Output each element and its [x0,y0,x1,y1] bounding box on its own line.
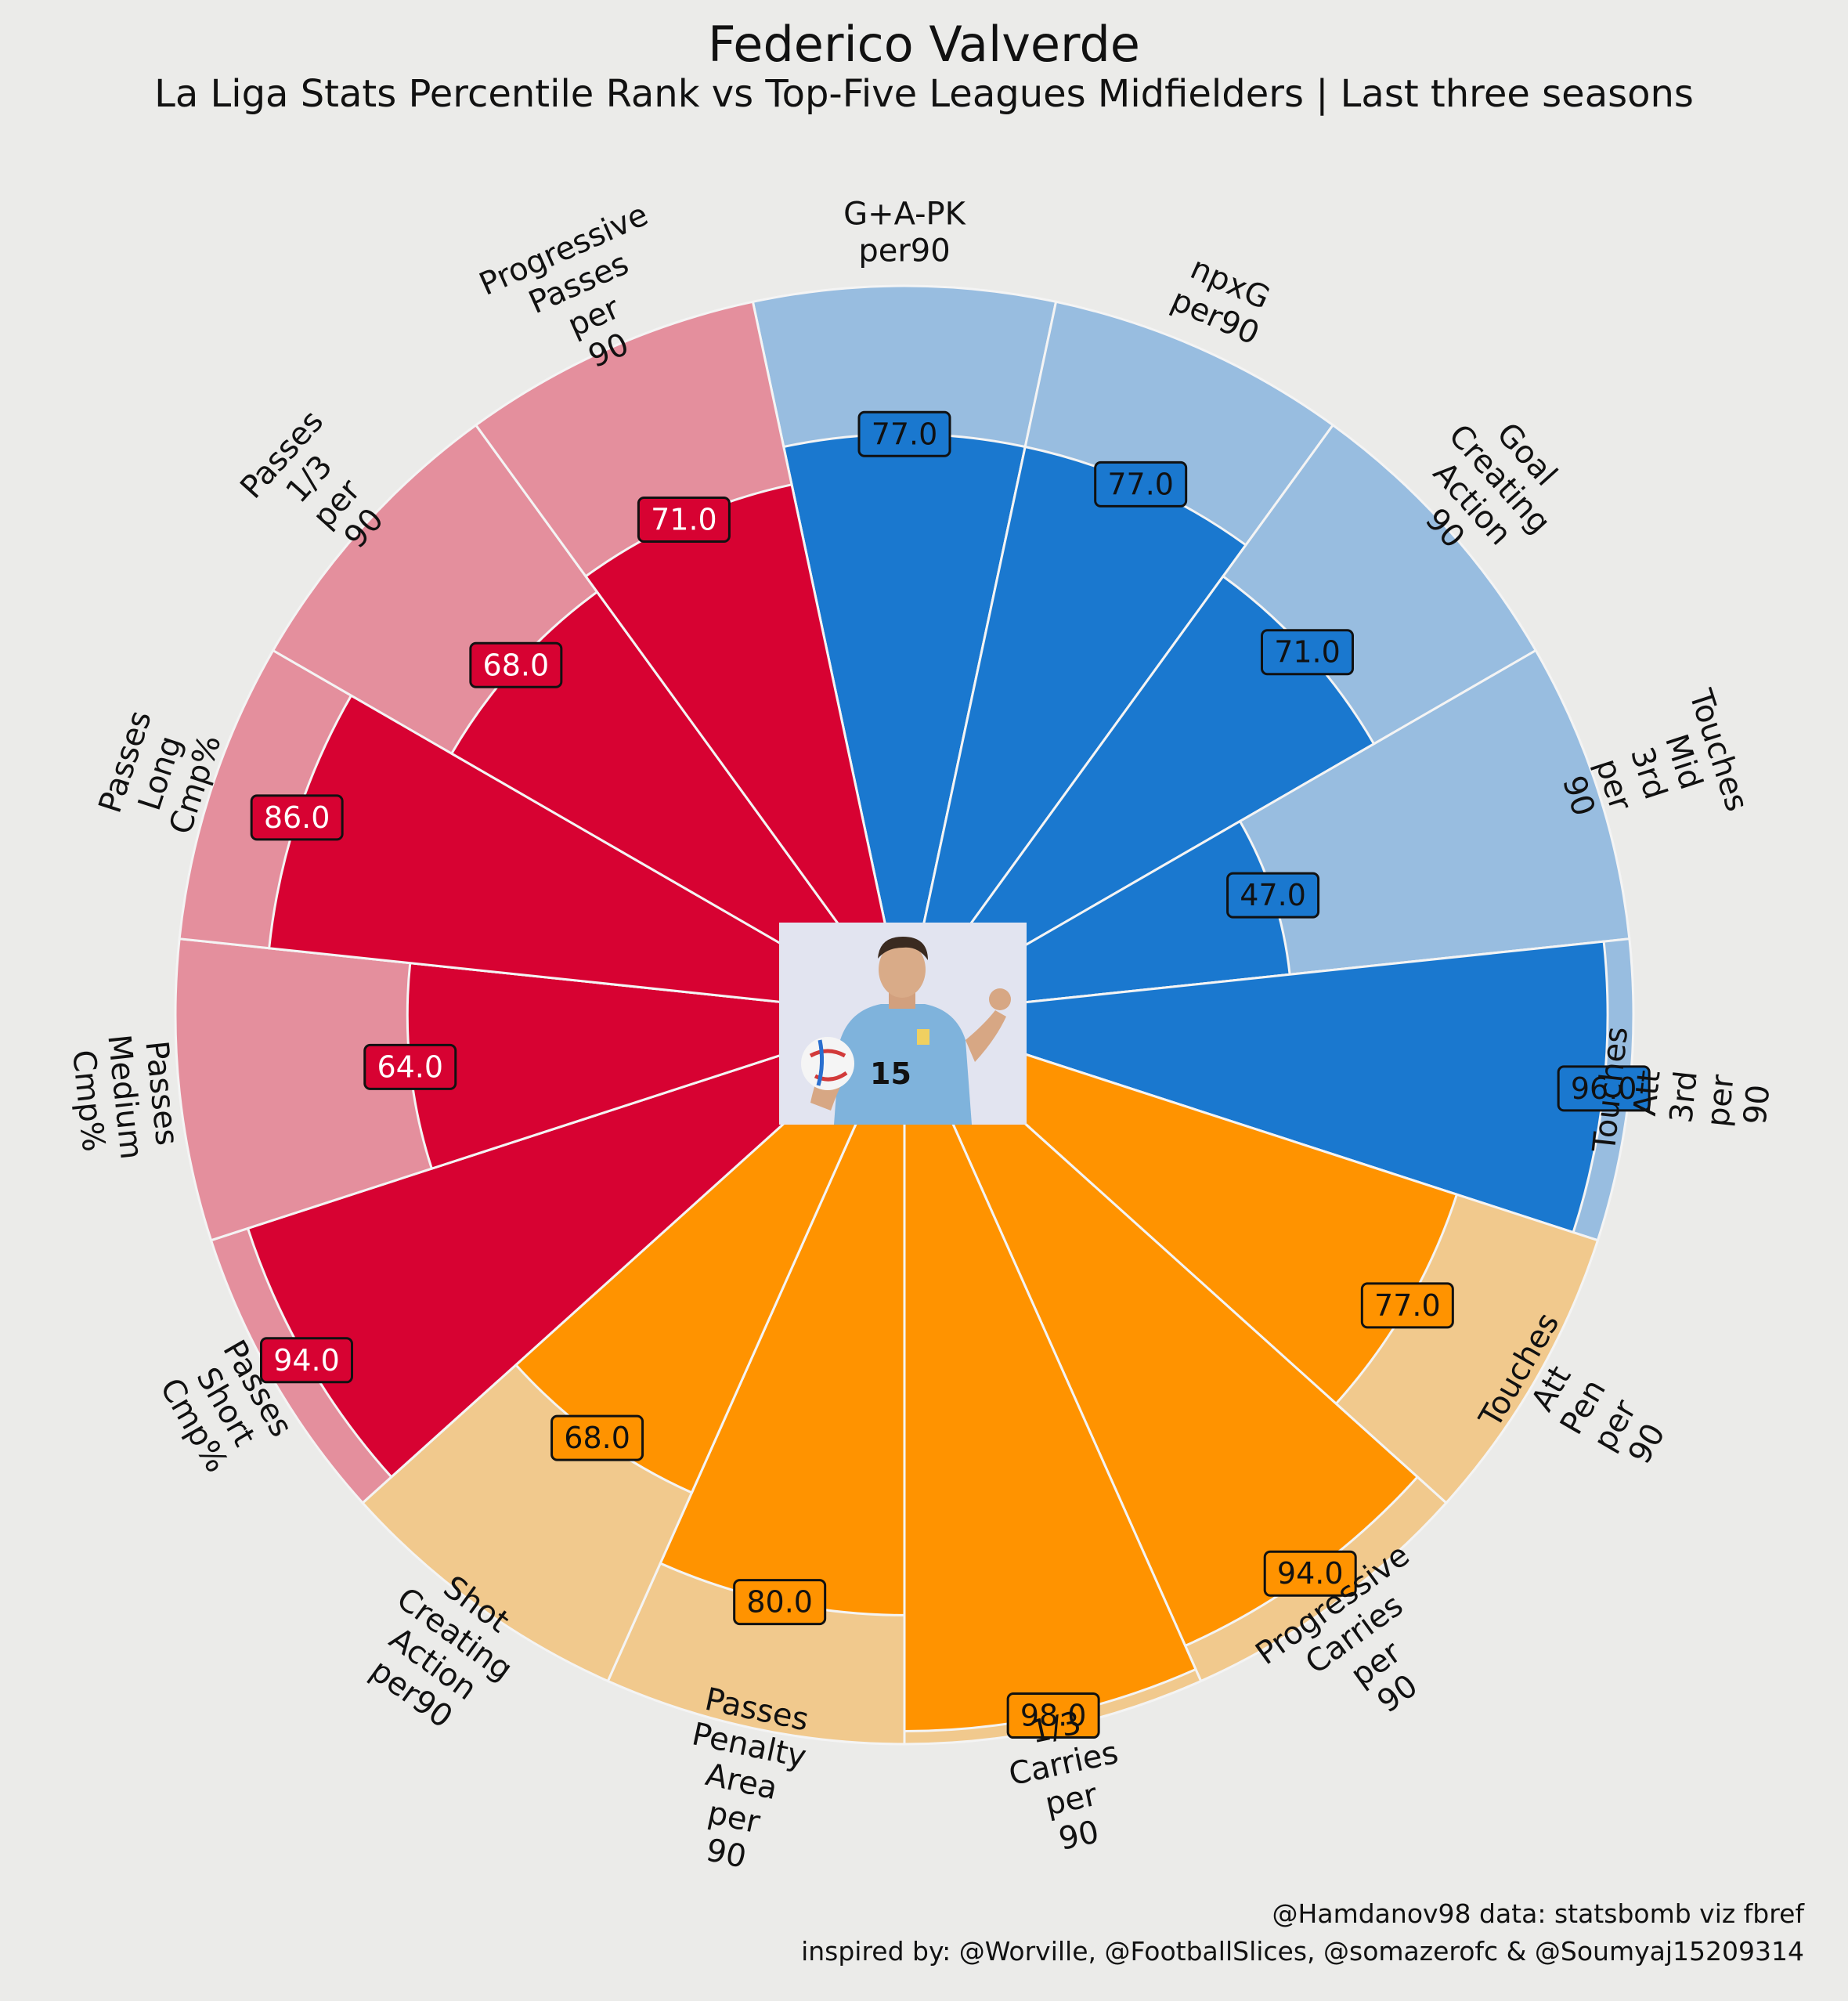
credits: @Hamdanov98 data: statsbomb viz fbref in… [801,1895,1804,1970]
svg-text:94.0: 94.0 [1277,1556,1344,1591]
value-label-9: 80.0 [733,1579,827,1626]
category-label-1: G+A-PK per90 [843,197,967,269]
value-label-13: 86.0 [250,794,344,841]
category-label-2: npxGper90 [1166,248,1280,352]
svg-text:64.0: 64.0 [377,1049,443,1084]
value-label-3: 71.0 [1261,629,1355,676]
value-label-14: 68.0 [469,641,563,688]
svg-text:68.0: 68.0 [564,1421,630,1455]
player-photo: 15 [779,923,1027,1125]
svg-text:80.0: 80.0 [746,1585,813,1620]
credits-line-2: inspired by: @Worville, @FootballSlices,… [801,1936,1804,1967]
svg-text:68.0: 68.0 [483,648,550,682]
svg-text:86.0: 86.0 [264,800,330,835]
shirt-number: 15 [870,1056,911,1091]
value-label-1: 77.0 [857,410,951,457]
svg-text:96.0: 96.0 [1571,1071,1637,1106]
value-label-10: 68.0 [550,1414,644,1461]
value-label-2: 77.0 [1094,461,1188,507]
chart-subtitle: La Liga Stats Percentile Rank vs Top-Fiv… [154,72,1694,116]
value-label-11: 94.0 [259,1337,353,1384]
svg-text:71.0: 71.0 [651,503,717,537]
value-label-5: 96.0 [1557,1065,1651,1112]
value-label-6: 77.0 [1360,1282,1454,1329]
value-label-7: 94.0 [1263,1550,1357,1597]
svg-text:77.0: 77.0 [872,417,938,451]
svg-text:77.0: 77.0 [1374,1288,1441,1323]
svg-text:98.0: 98.0 [1020,1699,1087,1733]
svg-text:47.0: 47.0 [1240,878,1306,912]
value-label-4: 47.0 [1226,872,1320,919]
category-label-12: PassesMediumCmp% [64,1029,186,1165]
svg-text:71.0: 71.0 [1274,635,1341,670]
value-label-15: 71.0 [637,497,731,544]
credits-line-1: @Hamdanov98 data: statsbomb viz fbref [1272,1898,1804,1929]
svg-text:77.0: 77.0 [1107,467,1174,501]
chart-title: Federico Valverde [708,16,1140,73]
category-label-5: TouchesAtt3rdper90 [1586,1025,1782,1170]
value-label-8: 98.0 [1006,1692,1100,1739]
value-label-12: 64.0 [363,1043,457,1090]
svg-text:94.0: 94.0 [273,1343,340,1378]
category-label-9: PassesPenaltyAreaper90 [666,1680,817,1884]
